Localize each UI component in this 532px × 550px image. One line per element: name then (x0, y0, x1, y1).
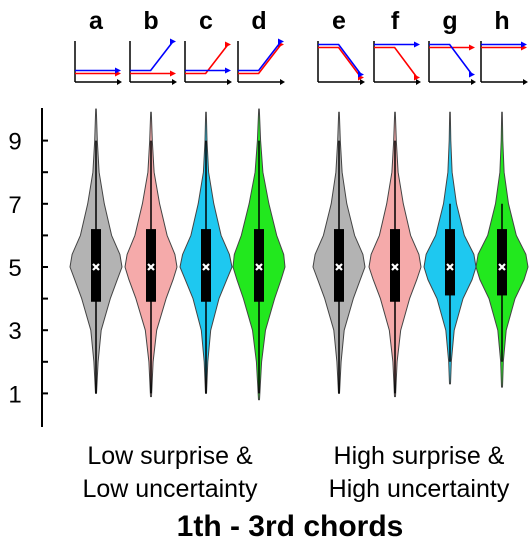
violin-e (312, 111, 366, 394)
group-high-line1: High surprise & (334, 442, 505, 470)
icon-axis-arrow (523, 79, 528, 85)
violin-iqr-box (146, 229, 156, 302)
icon-h (480, 41, 528, 85)
icon-line-blue (130, 41, 174, 72)
violin-h (475, 111, 529, 388)
violin-mean-marker (498, 263, 506, 271)
icon-axis-arrow (280, 79, 285, 85)
violin-mean-marker (92, 263, 100, 271)
icon-f (373, 41, 421, 85)
icon-b (129, 38, 177, 85)
violin-iqr-box (334, 229, 344, 302)
column-letter-g: g (442, 7, 457, 35)
icon-arrow-blue (278, 38, 284, 45)
icon-arrow-blue (170, 38, 176, 45)
icon-arrow-red (469, 44, 475, 51)
icon-arrow-blue (115, 67, 121, 74)
icon-axis-arrow (227, 79, 232, 85)
violin-d (232, 108, 286, 401)
violin-f (368, 111, 422, 398)
y-tick-label: 9 (8, 129, 21, 156)
violin-a (69, 108, 123, 394)
icon-arrow-red (170, 70, 176, 77)
violin-mean-marker (147, 263, 155, 271)
violin-iqr-box (254, 229, 264, 302)
violin-c (179, 111, 233, 394)
violin-iqr-box (445, 229, 455, 296)
icon-d (237, 38, 285, 85)
chart-title: 1th - 3rd chords (177, 510, 404, 543)
icon-axis-arrow (360, 79, 365, 85)
icon-line-red (238, 44, 282, 75)
column-letter-e: e (332, 7, 346, 35)
icon-line-blue (318, 43, 362, 75)
icon-a (74, 41, 122, 85)
column-letter-f: f (391, 7, 400, 35)
icon-axis-arrow (471, 79, 476, 85)
violins (69, 108, 529, 401)
y-tick-label: 7 (8, 192, 21, 219)
icon-line-blue (238, 41, 282, 72)
violin-iqr-box (390, 229, 400, 302)
violin-g (423, 111, 477, 385)
icon-line-red (318, 46, 362, 78)
icon-arrow-red (225, 41, 231, 48)
column-letter-h: h (494, 7, 509, 35)
column-letters: a b c d e f g h (89, 7, 510, 35)
icon-line-blue (429, 43, 473, 75)
violin-mean-marker (391, 263, 399, 271)
icon-c (184, 41, 232, 85)
icon-arrow-red (414, 74, 420, 81)
icon-arrow-blue (521, 41, 527, 48)
icon-axis-arrow (172, 79, 177, 85)
icon-line-red (185, 44, 229, 75)
icon-line-red (374, 46, 418, 78)
icon-arrow-blue (225, 67, 231, 74)
violin-mean-marker (255, 263, 263, 271)
icon-e (317, 41, 365, 85)
column-letter-c: c (199, 7, 213, 35)
icon-arrow-blue (358, 71, 364, 78)
column-letter-a: a (89, 7, 104, 35)
icon-g (428, 41, 476, 85)
icon-axis-arrow (117, 79, 122, 85)
violin-iqr-box (497, 229, 507, 296)
icon-arrow-blue (469, 71, 475, 78)
violin-mean-marker (446, 263, 454, 271)
column-letter-d: d (251, 7, 266, 35)
violin-b (124, 111, 178, 398)
icon-axis-arrow (416, 79, 421, 85)
group-high-line2: High uncertainty (329, 475, 510, 503)
y-tick-label: 5 (8, 255, 21, 282)
column-icons (74, 38, 528, 85)
y-axis: 1 3 5 7 9 (8, 108, 48, 427)
violin-iqr-box (201, 229, 211, 302)
violin-mean-marker (202, 263, 210, 271)
group-low-line1: Low surprise & (87, 442, 253, 470)
y-tick-label: 3 (8, 318, 21, 345)
group-low-line2: Low uncertainty (82, 475, 258, 503)
column-letter-b: b (143, 7, 158, 35)
violin-mean-marker (335, 263, 343, 271)
y-tick-label: 1 (8, 381, 21, 408)
icon-arrow-blue (414, 41, 420, 48)
violin-iqr-box (91, 229, 101, 302)
